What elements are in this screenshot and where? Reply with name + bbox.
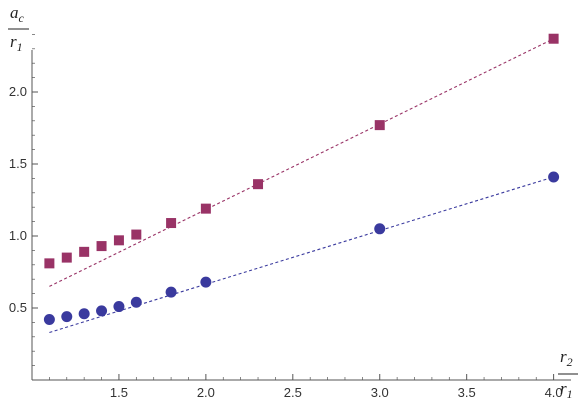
circle-point bbox=[130, 296, 142, 308]
circle-point bbox=[78, 308, 90, 320]
x-axis-label-denominator: r1 bbox=[560, 379, 573, 401]
x-tick-label: 4.0 bbox=[545, 385, 563, 400]
square-point bbox=[113, 235, 124, 246]
x-tick-label: 1.5 bbox=[110, 385, 128, 400]
square-point bbox=[44, 258, 55, 269]
square-point bbox=[131, 229, 142, 240]
x-tick-label: 3.5 bbox=[458, 385, 476, 400]
y-tick-label: 1.0 bbox=[9, 228, 27, 243]
circle-point bbox=[113, 301, 125, 313]
y-axis-label-numerator: ac bbox=[10, 3, 25, 25]
y-tick-label: 0.5 bbox=[9, 300, 27, 315]
square-point bbox=[96, 241, 107, 252]
circle-point bbox=[200, 276, 212, 288]
circle-point bbox=[43, 314, 55, 326]
square-point bbox=[253, 179, 264, 190]
square-point bbox=[61, 252, 72, 263]
axes: 1.5 2.0 2.5 3.0 3.5 4.0 0.5 1.0 1.5 2.0 bbox=[9, 34, 571, 400]
fit-line-circle bbox=[49, 176, 554, 334]
fit-lines bbox=[49, 38, 554, 334]
square-point bbox=[200, 203, 211, 214]
circle-point bbox=[374, 223, 386, 235]
y-axis-label-denominator: r1 bbox=[10, 32, 23, 54]
data-points bbox=[43, 33, 560, 326]
x-tick-label: 2.5 bbox=[284, 385, 302, 400]
y-tick-label: 2.0 bbox=[9, 84, 27, 99]
square-point bbox=[374, 120, 385, 131]
circle-point bbox=[165, 286, 177, 298]
x-axis-label-numerator: r2 bbox=[560, 347, 573, 369]
x-tick-label: 2.0 bbox=[197, 385, 215, 400]
square-point bbox=[166, 218, 177, 229]
circle-point bbox=[61, 311, 73, 323]
y-tick-label: 1.5 bbox=[9, 156, 27, 171]
circle-point bbox=[96, 305, 108, 317]
x-tick-label: 3.0 bbox=[371, 385, 389, 400]
square-point bbox=[79, 246, 90, 257]
axis-labels: ac r1 r2 r1 bbox=[8, 3, 578, 401]
square-point bbox=[548, 33, 559, 44]
fit-line-square bbox=[49, 38, 554, 287]
circle-point bbox=[548, 171, 560, 183]
